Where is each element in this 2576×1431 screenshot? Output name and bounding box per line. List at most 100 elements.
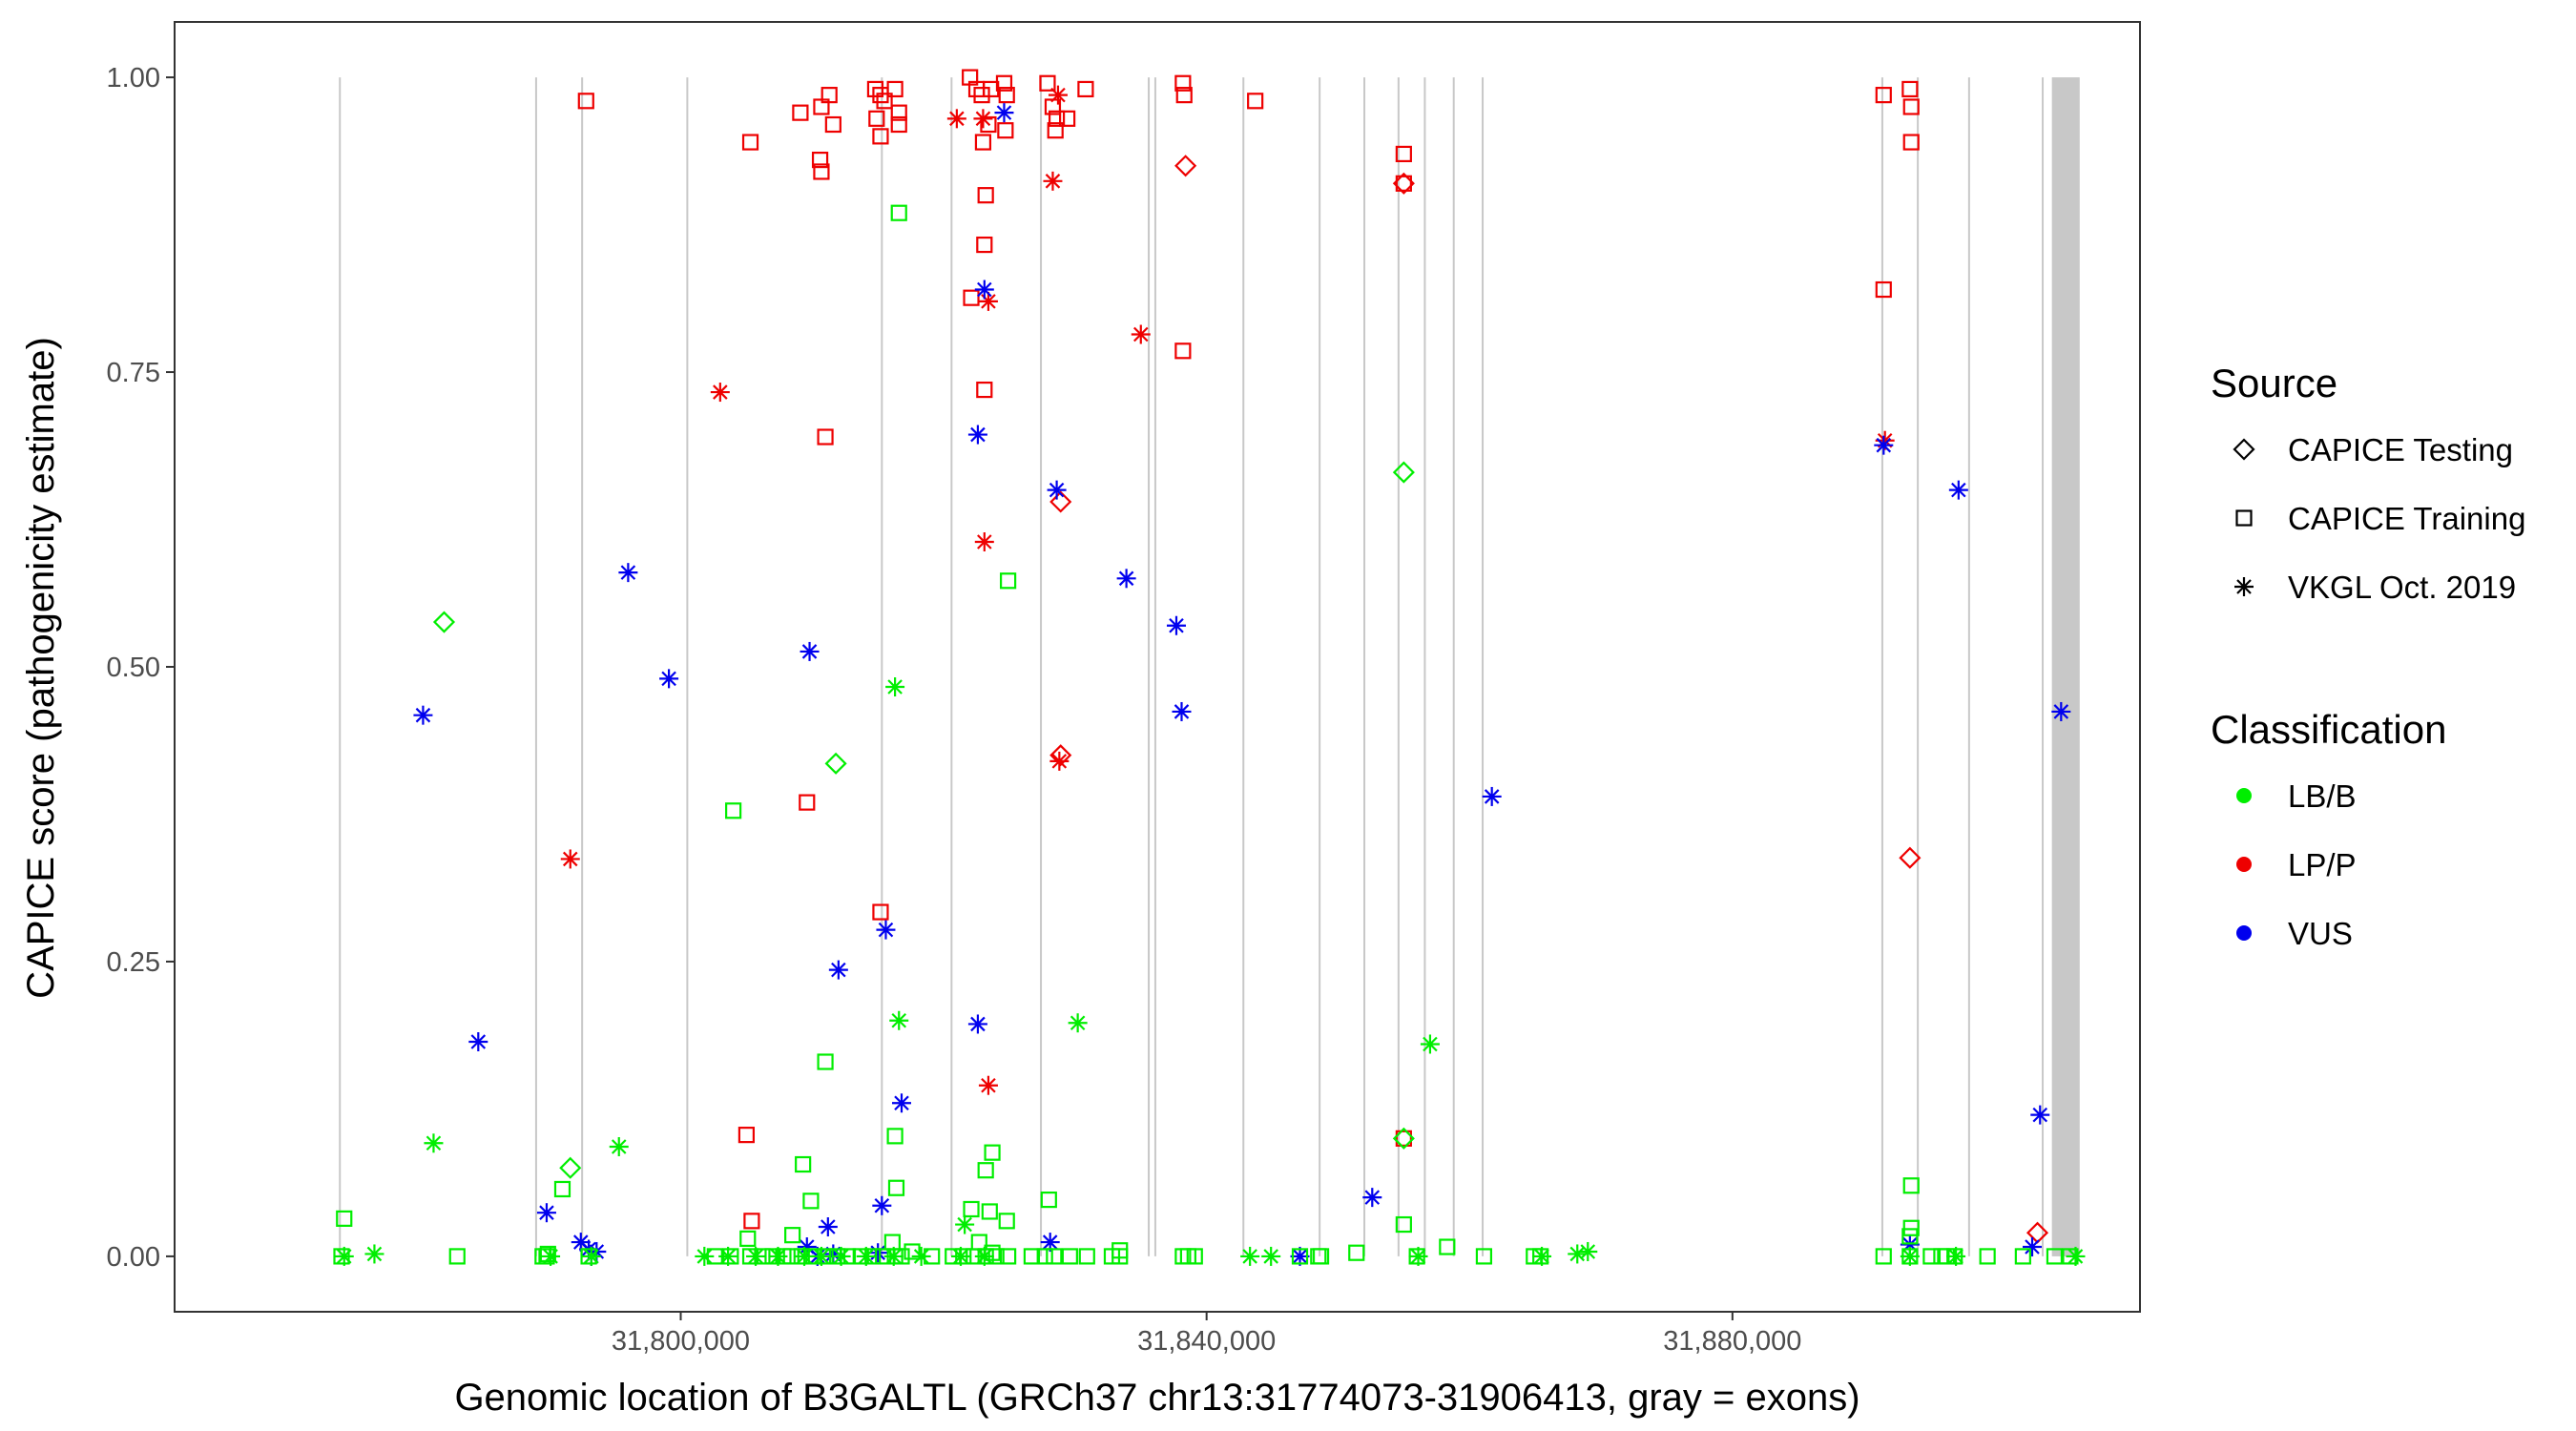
- data-point-stroke: [620, 565, 636, 580]
- data-point: [1036, 1248, 1053, 1265]
- data-point-stroke: [1070, 1015, 1086, 1030]
- data-point: [1186, 1248, 1203, 1265]
- data-point-shape: [539, 1245, 556, 1263]
- data-point-shape: [1392, 461, 1415, 484]
- data-point: [1874, 435, 1894, 455]
- data-point: [799, 794, 816, 811]
- y-axis: 0.00 0.25 0.50 0.75 1.00: [107, 63, 175, 1273]
- data-point: [977, 1162, 994, 1179]
- x-axis-title: Genomic location of B3GALTL (GRCh37 chr1…: [454, 1377, 1859, 1419]
- data-point: [1049, 751, 1070, 771]
- x-axis: 31,800,000 31,840,000 31,880,000: [612, 1312, 1801, 1357]
- data-point: [1077, 80, 1094, 98]
- data-point-shape: [1348, 1244, 1365, 1261]
- data-point: [978, 291, 998, 311]
- data-point: [883, 1246, 904, 1266]
- data-point-shape: [904, 1243, 921, 1260]
- data-point: [872, 1195, 892, 1215]
- y-tick-label: 0.75: [107, 358, 160, 388]
- data-point: [977, 187, 994, 204]
- data-point-shape: [1247, 93, 1264, 110]
- data-point: [1068, 1013, 1088, 1033]
- data-point-stroke: [1569, 1246, 1586, 1262]
- data-point: [2066, 1246, 2086, 1266]
- data-point-shape: [1392, 172, 1415, 195]
- data-point-shape: [2046, 1248, 2064, 1265]
- data-point-shape: [1049, 744, 1072, 767]
- data-point-shape: [886, 1128, 904, 1145]
- data-point-shape: [1040, 1191, 1057, 1209]
- data-point-stroke: [573, 1234, 589, 1250]
- data-point: [1240, 1246, 1260, 1266]
- data-point: [1902, 98, 1920, 115]
- data-point-stroke: [977, 281, 992, 298]
- data-point: [737, 1127, 755, 1144]
- data-point: [1174, 342, 1192, 360]
- data-point: [978, 1075, 998, 1095]
- data-point: [768, 1246, 788, 1266]
- data-point: [795, 1155, 812, 1173]
- data-point-shape: [866, 80, 884, 98]
- data-point-shape: [876, 93, 893, 110]
- legend-classification: Classification LB/B LP/P VUS: [2211, 707, 2446, 951]
- data-point-shape: [1875, 1248, 1892, 1265]
- data-point: [618, 563, 638, 583]
- data-point: [695, 1246, 715, 1266]
- data-point: [560, 849, 580, 869]
- data-point-stroke: [539, 1205, 554, 1220]
- legend-key-vkgl: [2234, 577, 2254, 596]
- data-point: [1111, 1248, 1129, 1265]
- data-point: [725, 802, 742, 819]
- data-point-stroke: [1174, 704, 1190, 719]
- data-point: [743, 1213, 760, 1230]
- data-point-shape: [792, 104, 809, 121]
- data-point: [1059, 110, 1076, 127]
- data-point-shape: [977, 1162, 994, 1179]
- data-point: [334, 1246, 354, 1266]
- data-point: [1578, 1241, 1598, 1261]
- data-point-shape: [980, 115, 997, 134]
- data-point-stroke: [1242, 1249, 1257, 1264]
- data-point-stroke: [981, 1077, 996, 1093]
- data-point: [973, 109, 993, 129]
- data-point: [710, 383, 730, 403]
- data-point: [1048, 110, 1066, 127]
- data-point: [974, 280, 994, 300]
- data-point-stroke: [366, 1246, 383, 1262]
- data-point-stroke: [833, 1249, 849, 1264]
- data-point: [1043, 171, 1063, 191]
- data-point-stroke: [2032, 1107, 2048, 1123]
- data-point: [2046, 1248, 2064, 1265]
- data-point-shape: [1061, 1248, 1078, 1265]
- data-point: [967, 425, 987, 445]
- data-point: [795, 1246, 815, 1266]
- data-point-stroke: [885, 1249, 902, 1264]
- data-point-shape: [802, 1192, 820, 1210]
- data-point-shape: [1174, 74, 1192, 92]
- data-point: [1395, 1130, 1412, 1147]
- data-point-shape: [1392, 1127, 1415, 1150]
- data-point: [1922, 1248, 1940, 1265]
- data-point-shape: [1922, 1248, 1940, 1265]
- data-point-shape: [795, 1155, 812, 1173]
- data-point-shape: [984, 1144, 1001, 1161]
- data-point-stroke: [720, 1249, 736, 1264]
- data-point-shape: [981, 1203, 998, 1220]
- data-point-shape: [737, 1127, 755, 1144]
- data-point-shape: [997, 122, 1014, 139]
- data-point: [1175, 87, 1193, 104]
- data-point: [872, 128, 889, 145]
- data-point: [1902, 1177, 1920, 1194]
- data-point-shape: [1395, 175, 1412, 192]
- data-point-shape: [824, 115, 841, 134]
- data-point: [553, 1180, 571, 1198]
- data-point-stroke: [1364, 1190, 1381, 1205]
- data-point: [1131, 324, 1151, 344]
- data-point: [955, 1214, 975, 1234]
- data-point: [1392, 1127, 1415, 1150]
- data-point: [1174, 155, 1197, 177]
- legend-source-keys: [2233, 438, 2255, 596]
- data-point-stroke: [1132, 326, 1149, 342]
- data-point: [890, 104, 907, 121]
